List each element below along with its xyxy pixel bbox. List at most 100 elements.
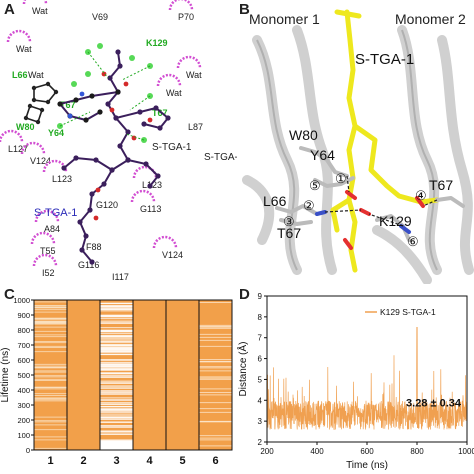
streak [34,388,67,390]
lifetime-bar [199,300,232,450]
streak [100,399,133,401]
hydrophobic-arc [42,159,68,173]
streak [199,421,232,423]
hbond-line [125,133,145,141]
streak [100,377,133,378]
residue-atom [31,85,37,91]
streak [100,380,133,382]
residue-label: I52 [42,268,55,278]
y-axis-label: Lifetime (ns) [0,347,11,402]
streak [34,305,67,307]
y-tick-label: 200 [17,416,30,425]
streak [34,336,67,338]
streak [199,359,232,360]
lifetime-bar [133,300,166,450]
streak [100,363,133,365]
streak [199,437,232,439]
streak [199,378,232,380]
streak [100,397,133,399]
circled-6: ⑥ [407,234,419,249]
streak [34,306,67,308]
residue-11: Y64 [48,128,64,138]
streak [100,411,133,413]
residue-label: Wat [28,70,44,80]
streak [199,377,232,379]
ligand-atom [83,233,89,239]
streak [100,359,133,360]
l66-label: L66 [263,193,287,209]
streak [199,435,232,437]
streak [34,322,67,324]
water-sphere [85,71,91,77]
residue-label: V124 [30,156,51,166]
streak [100,404,133,405]
streak [199,445,232,447]
ligand-atom [155,173,161,179]
streak [199,408,232,410]
streak [100,415,133,417]
streak [100,348,133,350]
streak [199,388,232,390]
lifetime-column-5 [166,300,199,450]
streak [100,337,133,339]
oxygen-atom [109,107,115,113]
streak [100,392,133,393]
streak [100,329,133,331]
streak [199,402,232,404]
y-tick-label: 0 [26,446,30,455]
residue-label: W80 [16,122,35,132]
ligand-atom [143,161,149,167]
streak [34,421,67,423]
panel-c: C 1 2 3 4 5 6 0 100 200 300 400 500 600 700 800 900 1000… [0,284,237,474]
residue-label: S-TGA-1 [204,152,237,163]
streak [34,347,67,348]
streak [100,351,133,353]
y-tick-label: 6 [258,355,263,364]
streak [100,318,133,320]
residue-atom [45,99,51,105]
streak [100,310,133,312]
streak [100,408,133,410]
streak [100,346,133,348]
streak [34,386,67,388]
mean-annotation: 3.28 ± 0.34 [406,398,462,410]
hydrophobic-arc [0,129,24,143]
streak [100,373,133,375]
streak [34,334,67,336]
residue-18: L123 [42,159,72,184]
streak [100,417,133,419]
oxygen-atom [123,81,129,87]
ligand-bond [63,156,113,171]
streak [34,429,67,431]
streak [34,424,67,426]
residue-atom [31,97,37,103]
panel-a: A Wat V69 P70 Wat Wat K129 Wat L66 T67 T67 W80 Y64 W… [0,0,237,284]
streak [34,397,67,399]
circled-1: ① [335,171,347,186]
residue-label: T67 [60,100,76,110]
streak [34,375,67,377]
streak [100,347,133,349]
streak [199,333,232,335]
residue-9: T67 [152,108,168,118]
streak [34,378,67,380]
hydrophobic-arc [34,209,60,223]
streak [34,363,67,365]
streak-block [100,441,133,450]
streak [34,323,67,324]
x-tick-label: 5 [179,455,185,467]
distance-series-line [266,326,468,430]
streak [100,306,133,308]
streak [100,372,133,374]
residue-label: S-TGA-1 [152,142,192,153]
ligand-atom [73,155,79,161]
residue-13: L87 [188,122,203,132]
streak [100,431,133,432]
x-tick-label: 200 [260,447,274,456]
streak [100,363,133,365]
nitrogen-atom [67,113,73,119]
streak [100,406,133,408]
streak [100,327,133,329]
streak [100,336,133,338]
streak [100,386,133,388]
